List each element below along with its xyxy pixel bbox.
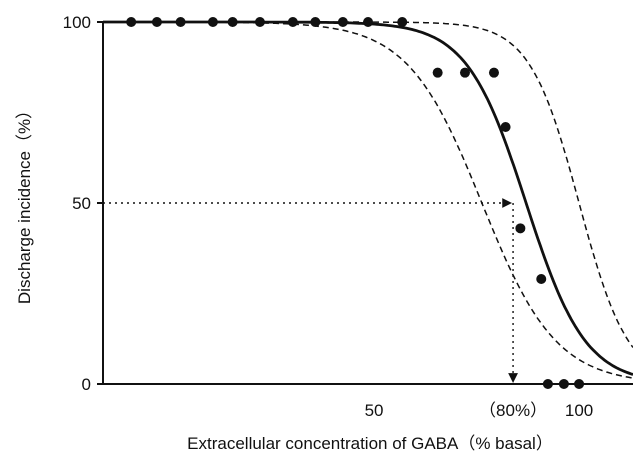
data-point xyxy=(542,379,553,389)
data-point xyxy=(287,17,298,27)
data-point xyxy=(337,17,348,27)
curves-layer xyxy=(103,20,633,379)
data-point xyxy=(227,17,238,27)
points-layer xyxy=(126,17,585,389)
data-point xyxy=(459,67,470,78)
x-axis-label: Extracellular concentration of GABA（% ba… xyxy=(187,434,553,453)
data-point xyxy=(397,17,408,27)
x-tick-label: 50 xyxy=(365,401,384,420)
y-tick-label: 50 xyxy=(72,194,91,213)
data-point xyxy=(515,223,526,234)
data-point xyxy=(536,274,547,285)
data-point xyxy=(126,17,137,27)
data-point xyxy=(254,17,265,27)
data-point xyxy=(175,17,186,27)
y-tick-label: 0 xyxy=(82,375,91,394)
data-point xyxy=(488,67,499,78)
data-point xyxy=(574,379,585,389)
data-point xyxy=(500,121,511,132)
confidence-curve-1 xyxy=(103,21,633,379)
y-axis-label: Discharge incidence（%） xyxy=(15,102,34,304)
data-point xyxy=(432,67,443,78)
data-point xyxy=(310,17,321,27)
data-point xyxy=(151,17,162,27)
annotation-layer xyxy=(103,198,518,383)
fit-curve xyxy=(103,20,633,376)
confidence-curve-2 xyxy=(103,21,633,348)
ticks-layer: 0 50 100 50 （80%） 100 xyxy=(63,13,594,420)
x-tick-label: 100 xyxy=(565,401,593,420)
x-tick-label: （80%） xyxy=(479,401,547,420)
data-point xyxy=(207,17,218,27)
data-point xyxy=(363,17,374,27)
data-point xyxy=(558,379,569,389)
y-tick-label: 100 xyxy=(63,13,91,32)
